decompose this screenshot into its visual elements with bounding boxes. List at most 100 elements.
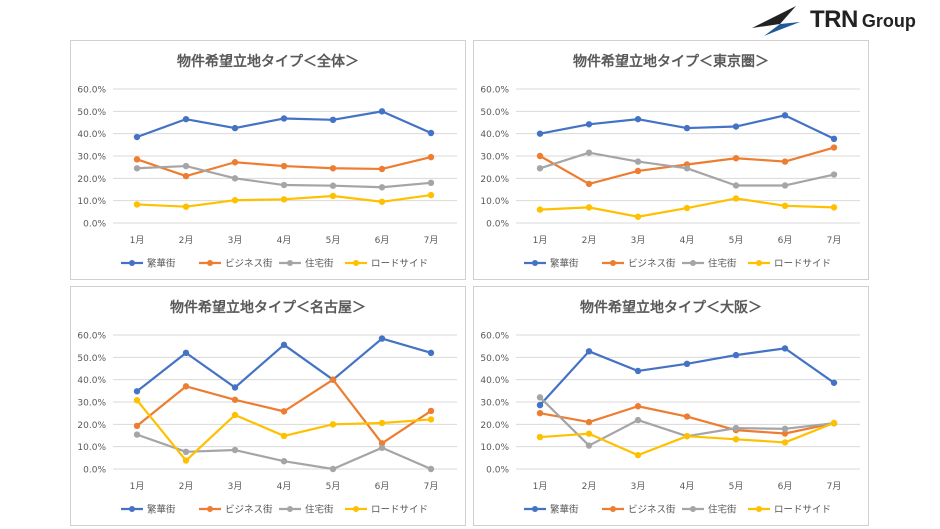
legend-marker [690, 506, 696, 512]
y-tick-label: 30.0% [480, 153, 509, 163]
data-point [133, 201, 141, 208]
chart-svg: 0.0% 10.0% 20.0% 30.0% 40.0% 50.0% 60.0% 1月 2月 3月… [480, 332, 860, 516]
data-point [329, 182, 337, 189]
legend-label: ビジネス街 [628, 504, 676, 516]
legend-label: 住宅街 [708, 258, 737, 270]
data-point [830, 204, 838, 211]
legend-label: 繁華街 [147, 504, 176, 516]
x-tick-label: 3月 [228, 235, 243, 246]
data-point [781, 439, 789, 446]
data-point [182, 383, 190, 390]
data-point [182, 448, 190, 456]
chart-title: 物件希望立地タイプ＜名古屋＞ [170, 300, 366, 316]
y-tick-label: 10.0% [77, 443, 106, 453]
legend-marker [610, 506, 616, 512]
data-point [585, 121, 593, 128]
chart-panel-tokyo: 物件希望立地タイプ＜東京圏＞ 0.0% 10.0% 20.0% 30.0% 40.0% 5… [473, 40, 869, 280]
trn-group-logo: TRN Group [750, 2, 920, 38]
x-tick-label: 1月 [130, 481, 145, 492]
x-tick-label: 6月 [375, 235, 390, 246]
x-tick-label: 5月 [326, 235, 341, 246]
data-point [732, 195, 740, 202]
data-point [378, 419, 386, 427]
legend-label: 繁華街 [550, 258, 579, 270]
y-tick-label: 40.0% [77, 130, 106, 140]
data-point [732, 424, 740, 432]
data-point [133, 431, 141, 438]
data-point [280, 457, 288, 465]
data-point [830, 144, 838, 151]
data-point [427, 179, 435, 186]
data-point [133, 422, 141, 430]
legend-marker [287, 260, 293, 266]
legend-label: ビジネス街 [225, 504, 273, 516]
data-point [585, 180, 593, 188]
data-point [830, 171, 838, 178]
y-tick-label: 50.0% [77, 108, 106, 118]
data-point [378, 440, 386, 447]
y-tick-label: 10.0% [480, 197, 509, 207]
data-point [536, 165, 544, 172]
x-tick-label: 2月 [179, 235, 194, 246]
legend-label: 住宅街 [708, 504, 737, 516]
data-point [634, 403, 642, 410]
x-tick-label: 3月 [631, 235, 646, 246]
legend-marker [287, 506, 293, 512]
data-point [133, 388, 141, 395]
data-point [634, 167, 642, 175]
data-point [231, 197, 239, 204]
chart-title: 物件希望立地タイプ＜全体＞ [177, 54, 359, 70]
data-point [182, 349, 190, 357]
y-tick-label: 30.0% [77, 153, 106, 163]
data-point [231, 396, 239, 403]
y-tick-label: 30.0% [480, 399, 509, 409]
data-point [280, 341, 288, 349]
logo-mark-icon [752, 6, 800, 36]
data-point [427, 349, 435, 357]
x-tick-label: 7月 [827, 481, 842, 492]
y-tick-label: 60.0% [480, 332, 509, 342]
x-tick-label: 2月 [582, 481, 597, 492]
legend-marker [532, 506, 538, 512]
y-tick-label: 10.0% [77, 197, 106, 207]
legend-marker [690, 260, 696, 266]
data-point [781, 345, 789, 352]
data-point [683, 360, 691, 368]
data-point [329, 421, 337, 428]
chart-svg: 0.0% 10.0% 20.0% 30.0% 40.0% 50.0% 60.0% 1月 2月 3月… [77, 332, 457, 516]
data-point [683, 204, 691, 212]
x-tick-label: 3月 [228, 481, 243, 492]
x-tick-label: 6月 [778, 481, 793, 492]
data-point [231, 124, 239, 132]
data-point [585, 149, 593, 156]
data-point [231, 384, 239, 391]
logo-text-main: TRN [810, 6, 858, 33]
chart-panel-overall: 物件希望立地タイプ＜全体＞ 0.0% 10.0% 20.0% 30.0% 40.0% 50… [70, 40, 466, 280]
series-line-0 [136, 110, 432, 139]
y-tick-label: 50.0% [480, 354, 509, 364]
x-tick-label: 6月 [778, 235, 793, 246]
data-point [280, 181, 288, 189]
y-tick-label: 40.0% [480, 130, 509, 140]
data-point [683, 165, 691, 172]
legend-marker [353, 506, 359, 512]
legend-marker [207, 506, 213, 512]
legend-marker [207, 260, 213, 266]
data-point [732, 123, 740, 130]
data-point [182, 162, 190, 170]
y-tick-label: 60.0% [77, 86, 106, 96]
legend-label: 住宅街 [305, 258, 334, 270]
data-point [378, 108, 386, 115]
y-tick-label: 10.0% [480, 443, 509, 453]
x-tick-label: 4月 [680, 481, 695, 492]
data-point [536, 401, 544, 409]
x-tick-label: 7月 [424, 481, 439, 492]
data-point [182, 457, 190, 464]
data-point [182, 115, 190, 123]
logo-text-sub: Group [861, 11, 916, 31]
y-tick-label: 20.0% [77, 421, 106, 431]
data-point [329, 376, 337, 383]
x-tick-label: 7月 [827, 235, 842, 246]
data-point [781, 430, 789, 437]
x-tick-label: 5月 [729, 235, 744, 246]
